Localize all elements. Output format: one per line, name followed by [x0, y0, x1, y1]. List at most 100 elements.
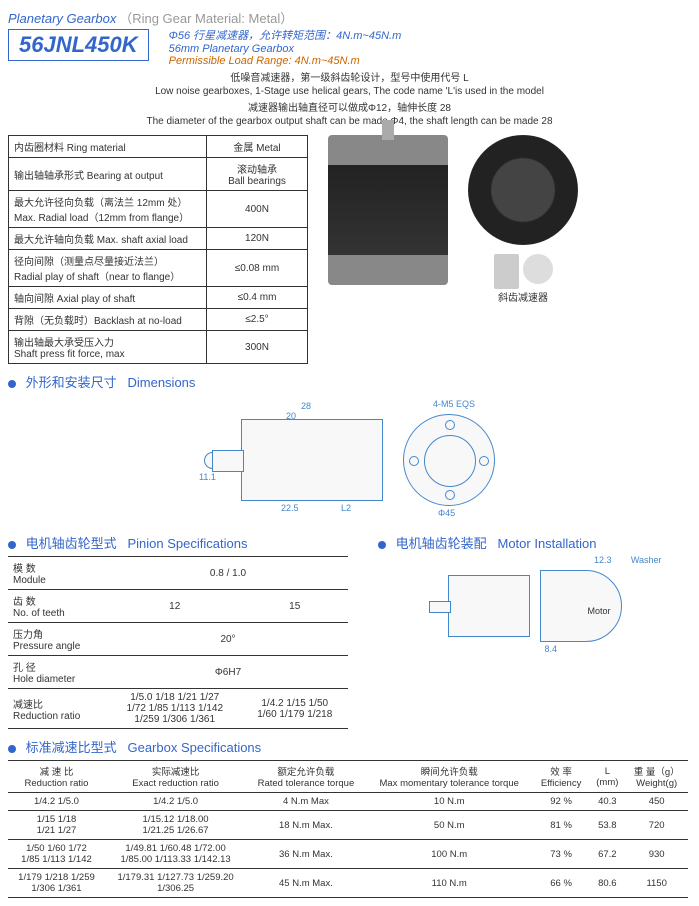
table-cell: 12 [108, 590, 241, 623]
header-title: Planetary Gearbox [8, 11, 116, 26]
header-block: Planetary Gearbox （Ring Gear Material: M… [8, 8, 691, 27]
table-cell: 1/4.2 1/5.0 [8, 793, 105, 811]
table-cell: 背隙（无负载时）Backlash at no-load [9, 309, 207, 331]
table-cell: Φ6H7 [108, 656, 348, 689]
img-label: 斜齿减速器 [468, 289, 578, 304]
table-cell: 1/15.12 1/18.00 1/21.25 1/26.67 [105, 811, 246, 840]
section-motor: 电机轴齿轮装配 Motor Installation [378, 533, 691, 552]
table-cell: 最大允许轴向负载 Max. shaft axial load [9, 228, 207, 250]
model-row: 56JNL450K Φ56 行星减速器，允许转矩范围：4N.m~45N.m 56… [8, 27, 691, 67]
table-cell: 50 N.m [366, 811, 533, 840]
table-header: 减 速 比 Reduction ratio [8, 761, 105, 793]
table-cell: 内齿圈材料 Ring material [9, 136, 207, 158]
pinion-table: 模 数 Module0.8 / 1.0齿 数 No. of teeth1215压… [8, 556, 348, 729]
dim-label: 12.3 [594, 555, 612, 565]
gbox-cn: 标准减速比型式 [26, 740, 117, 755]
table-cell: ≤0.08 mm [207, 250, 308, 287]
table-cell: 齿 数 No. of teeth [8, 590, 108, 623]
ring-material-table: 内齿圈材料 Ring material金属 Metal输出轴轴承形式 Beari… [8, 135, 308, 364]
table-header: 效 率 Efficiency [533, 761, 590, 793]
gbox-en: Gearbox Specifications [127, 740, 261, 755]
table-cell: ≤0.4 mm [207, 287, 308, 309]
section-pinion: 电机轴齿轮型式 Pinion Specifications [8, 533, 348, 552]
ring-gear-photo [468, 135, 578, 245]
gear-icon [523, 254, 553, 284]
motor-label: Motor [587, 606, 610, 616]
table-cell: 81 % [533, 811, 590, 840]
dim-en: Dimensions [127, 375, 195, 390]
dimension-drawing: 11.1 28 20 22.5 L2 4-M5 EQS Φ45 [8, 395, 691, 525]
table-cell: 40.3 [589, 793, 625, 811]
table-cell: 36 N.m Max. [246, 840, 365, 869]
table-cell: 径向间隙（测量点尽量接近法兰） Radial play of shaft（nea… [9, 250, 207, 287]
table-cell: 减速比 Reduction ratio [8, 689, 108, 729]
table-header: 重 量（g） Weight(g) [625, 761, 688, 793]
table-cell: 孔 径 Hole diameter [8, 656, 108, 689]
dim-label: 8.4 [545, 644, 558, 654]
desc-3: 减速器输出轴直径可以做成Φ12，轴伸长度 28 [8, 99, 691, 114]
table-cell: 67.2 [589, 840, 625, 869]
table-cell: 10 N.m [366, 793, 533, 811]
table-cell: 1/49.81 1/60.48 1/72.00 1/85.00 1/113.33… [105, 840, 246, 869]
table-cell: ≤2.5° [207, 309, 308, 331]
table-cell: 110 N.m [366, 869, 533, 898]
pinion-cn: 电机轴齿轮型式 [26, 536, 117, 551]
table-cell: 模 数 Module [8, 557, 108, 590]
table-cell: 1/4.2 1/5.0 [105, 793, 246, 811]
pinion-en: Pinion Specifications [127, 536, 247, 551]
desc-4: The diameter of the gearbox output shaft… [8, 116, 691, 127]
table-cell: 15 [241, 590, 348, 623]
table-cell: 压力角 Pressure angle [8, 623, 108, 656]
gearbox-photo [328, 135, 448, 285]
table-cell: 输出轴轴承形式 Bearing at output [9, 158, 207, 191]
motor-install-drawing: 12.3 Washer Motor 8.4 [378, 556, 691, 656]
table-cell: 1/179.31 1/127.73 1/259.20 1/306.25 [105, 869, 246, 898]
table-cell: 1/179 1/218 1/259 1/306 1/361 [8, 869, 105, 898]
table-cell: 450 [625, 793, 688, 811]
table-cell: 1150 [625, 869, 688, 898]
table-cell: 720 [625, 811, 688, 840]
desc-1: 低噪音减速器，第一级斜齿轮设计，型号中使用代号 L [8, 69, 691, 84]
header-subtitle: （Ring Gear Material: Metal） [119, 11, 293, 26]
table-header: L (mm) [589, 761, 625, 793]
motor-en: Motor Installation [497, 536, 596, 551]
dim-label: 4-M5 EQS [433, 399, 475, 409]
perm-range: Permissible Load Range: 4N.m~45N.m [169, 55, 402, 67]
section-dimensions: 外形和安装尺寸 Dimensions [8, 372, 691, 391]
table-header: 实际减速比 Exact reduction ratio [105, 761, 246, 793]
table-cell: 80.6 [589, 869, 625, 898]
table-cell: 最大允许径向负载（离法兰 12mm 处） Max. Radial load（12… [9, 191, 207, 228]
table-cell: 120N [207, 228, 308, 250]
table-header: 额定允许负载 Rated tolerance torque [246, 761, 365, 793]
table-cell: 轴向间隙 Axial play of shaft [9, 287, 207, 309]
gearbox-spec-table: 减 速 比 Reduction ratio实际减速比 Exact reducti… [8, 760, 688, 898]
table-cell: 20° [108, 623, 348, 656]
table-cell: 金属 Metal [207, 136, 308, 158]
motor-cn: 电机轴齿轮装配 [396, 536, 487, 551]
table-cell: 1/50 1/60 1/72 1/85 1/113 1/142 [8, 840, 105, 869]
table-cell: 18 N.m Max. [246, 811, 365, 840]
table-cell: 53.8 [589, 811, 625, 840]
table-cell: 400N [207, 191, 308, 228]
table-cell: 92 % [533, 793, 590, 811]
model-number: 56JNL450K [19, 32, 138, 57]
dim-label: Φ45 [438, 508, 455, 518]
table-header: 瞬间允许负载 Max momentary tolerance torque [366, 761, 533, 793]
gear-icon [494, 254, 519, 289]
table-cell: 1/5.0 1/18 1/21 1/27 1/72 1/85 1/113 1/1… [108, 689, 241, 729]
table-cell: 45 N.m Max. [246, 869, 365, 898]
dim-label: Washer [631, 555, 662, 565]
desc-2: Low noise gearboxes, 1-Stage use helical… [8, 86, 691, 97]
table-cell: 4 N.m Max [246, 793, 365, 811]
model-box: 56JNL450K [8, 29, 149, 61]
table-cell: 输出轴最大承受压入力 Shaft press fit force, max [9, 331, 207, 364]
dim-label: L2 [341, 503, 351, 513]
table-cell: 1/4.2 1/15 1/50 1/60 1/179 1/218 [241, 689, 348, 729]
table-cell: 300N [207, 331, 308, 364]
dim-cn: 外形和安装尺寸 [26, 375, 117, 390]
table-cell: 100 N.m [366, 840, 533, 869]
table-cell: 滚动轴承 Ball bearings [207, 158, 308, 191]
dim-label: 11.1 [199, 472, 216, 482]
table-cell: 930 [625, 840, 688, 869]
table-cell: 1/15 1/18 1/21 1/27 [8, 811, 105, 840]
